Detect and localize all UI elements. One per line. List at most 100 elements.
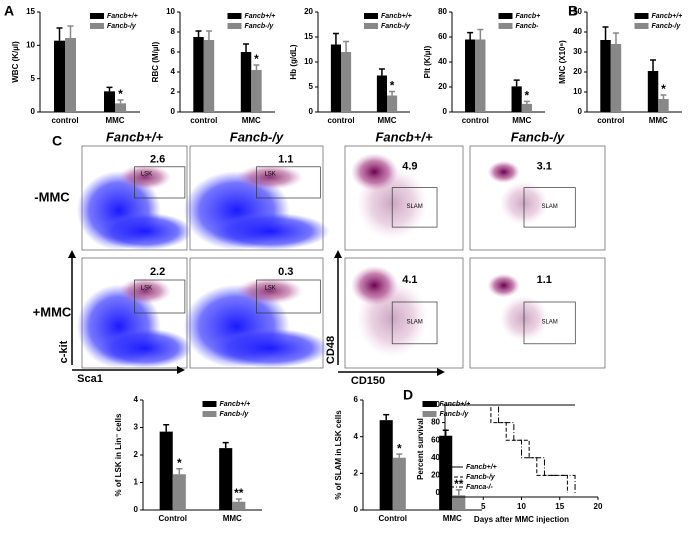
y-tick-label: 80 bbox=[438, 7, 447, 16]
gate-label: SLAM bbox=[406, 319, 422, 325]
legend-label: Fancb+/+ bbox=[440, 401, 471, 408]
bar bbox=[511, 86, 522, 112]
genotype-title: Fancb-/y bbox=[230, 129, 284, 144]
bar bbox=[203, 40, 215, 112]
gate-label: LSK bbox=[264, 172, 275, 178]
density bbox=[118, 277, 172, 305]
gate bbox=[523, 301, 576, 345]
gate-percent: 1.1 bbox=[278, 153, 293, 165]
density bbox=[209, 328, 330, 369]
significance: * bbox=[397, 441, 402, 455]
bar bbox=[379, 420, 393, 510]
bar bbox=[172, 474, 186, 510]
panel-label: A bbox=[4, 3, 14, 19]
panel-label: C bbox=[52, 133, 62, 149]
y-tick-label: 40 bbox=[438, 57, 447, 66]
legend-label: Fancb-/y bbox=[245, 23, 275, 30]
y-tick-label: 100 bbox=[427, 400, 441, 409]
bar bbox=[387, 95, 398, 112]
gate bbox=[134, 166, 186, 199]
x-tick-label: 10 bbox=[517, 502, 526, 511]
bar bbox=[219, 448, 233, 510]
legend-label: Fancb- bbox=[516, 23, 540, 30]
y-axis-label: WBC (K/µl) bbox=[11, 41, 20, 83]
x-axis-label: Days after MMC injection bbox=[474, 515, 569, 524]
y-tick-label: 8 bbox=[171, 27, 176, 36]
bar bbox=[658, 99, 669, 112]
bar bbox=[392, 457, 406, 510]
axis-label: CD150 bbox=[351, 375, 385, 387]
y-tick-label: 15 bbox=[304, 32, 313, 41]
y-tick-label: 3 bbox=[134, 423, 139, 432]
significance: * bbox=[254, 52, 259, 66]
y-tick-label: 2 bbox=[134, 450, 139, 459]
gate-percent: 3.1 bbox=[537, 161, 552, 173]
x-tick-label: Control bbox=[379, 514, 407, 523]
legend-swatch bbox=[422, 411, 437, 417]
legend-swatch bbox=[227, 23, 242, 29]
x-tick-label: MMC bbox=[242, 116, 261, 125]
density bbox=[487, 160, 520, 184]
x-tick-label: Control bbox=[159, 514, 187, 523]
bar bbox=[475, 39, 486, 112]
bar bbox=[65, 38, 76, 112]
density bbox=[236, 277, 304, 305]
genotype-title: Fancb+/+ bbox=[375, 129, 432, 144]
x-tick-label: MMC bbox=[443, 514, 462, 523]
gate bbox=[256, 279, 321, 314]
bar bbox=[251, 70, 262, 112]
survival-line bbox=[445, 404, 568, 493]
bar bbox=[521, 103, 532, 112]
x-tick-label: MMC bbox=[377, 116, 396, 125]
axis-label: CD48 bbox=[325, 336, 337, 364]
y-tick-label: 0 bbox=[171, 107, 176, 116]
legend-label: Fancb+/+ bbox=[245, 13, 276, 20]
y-tick-label: 10 bbox=[26, 40, 35, 49]
arrow-head bbox=[437, 368, 445, 376]
legend-swatch bbox=[364, 13, 378, 19]
legend-swatch bbox=[90, 13, 104, 19]
y-tick-label: 5 bbox=[31, 74, 36, 83]
x-tick-label: 5 bbox=[481, 502, 486, 511]
panel-label: B bbox=[568, 3, 578, 19]
bar bbox=[159, 431, 173, 510]
genotype-title: Fancb-/y bbox=[511, 129, 565, 144]
gate-label: LSK bbox=[264, 285, 275, 291]
y-tick-label: 10 bbox=[304, 57, 313, 66]
y-tick-label: 10 bbox=[166, 7, 175, 16]
y-tick-label: 50 bbox=[573, 7, 582, 16]
bar bbox=[610, 44, 622, 112]
significance: * bbox=[661, 82, 666, 96]
significance: * bbox=[525, 89, 530, 103]
y-axis-label: % of SLAM in LSK cells bbox=[334, 410, 343, 500]
bar bbox=[330, 44, 341, 112]
density bbox=[97, 212, 193, 250]
y-tick-label: 0 bbox=[578, 107, 583, 116]
gate-percent: 0.3 bbox=[278, 266, 293, 278]
y-tick-label: 0 bbox=[436, 488, 441, 497]
y-tick-label: 20 bbox=[438, 82, 447, 91]
legend-swatch bbox=[422, 401, 437, 407]
significance: * bbox=[177, 456, 182, 470]
bar bbox=[193, 37, 204, 112]
y-axis-label: RBC (M/µl) bbox=[151, 41, 160, 82]
gate-percent: 2.2 bbox=[150, 266, 165, 278]
bar bbox=[341, 52, 352, 112]
significance: ** bbox=[454, 477, 464, 491]
gate-percent: 2.6 bbox=[150, 153, 165, 165]
y-tick-label: 20 bbox=[573, 67, 582, 76]
bar bbox=[439, 435, 453, 510]
y-tick-label: 5 bbox=[309, 82, 314, 91]
legend-swatch bbox=[634, 23, 649, 29]
density bbox=[97, 328, 193, 369]
density bbox=[118, 164, 172, 190]
x-tick-label: 15 bbox=[555, 502, 564, 511]
gate bbox=[256, 166, 321, 199]
bar bbox=[232, 501, 246, 510]
density bbox=[236, 164, 304, 190]
arrow-head bbox=[177, 366, 185, 374]
legend-label: Fancb+/+ bbox=[652, 13, 683, 20]
y-tick-label: 6 bbox=[354, 395, 359, 404]
y-tick-label: 40 bbox=[431, 453, 440, 462]
